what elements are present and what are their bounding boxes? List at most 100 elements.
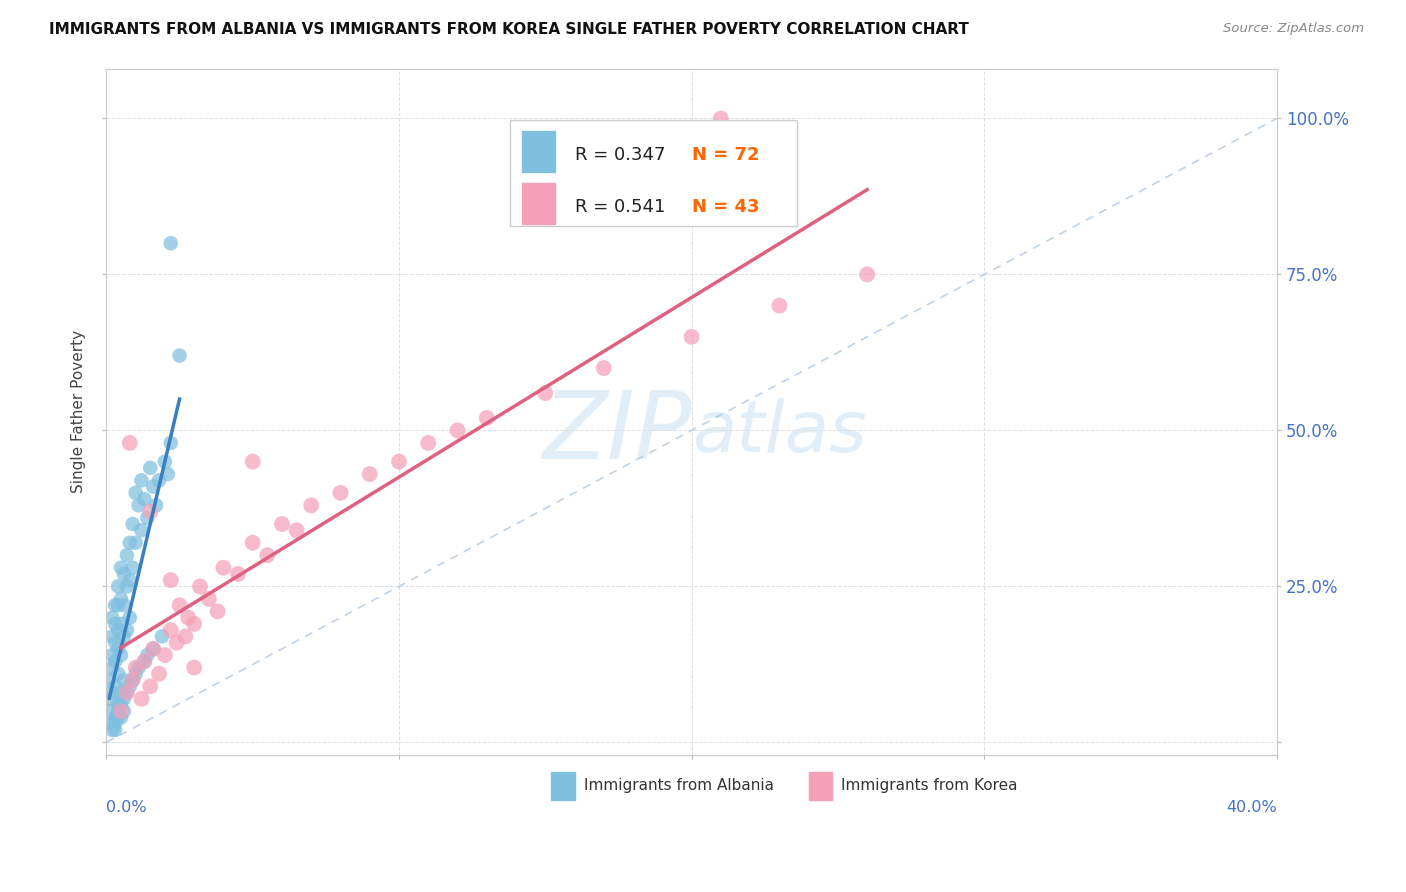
Point: [142, 641, 165, 656]
Point: [131, 523, 153, 537]
Point: [159, 623, 181, 637]
Point: [156, 467, 179, 482]
Point: [118, 573, 141, 587]
Point: [118, 679, 141, 693]
Point: [256, 548, 278, 562]
Point: [98, 691, 121, 706]
Y-axis label: Single Father Poverty: Single Father Poverty: [72, 330, 86, 493]
Point: [110, 591, 132, 606]
Point: [112, 598, 135, 612]
Point: [101, 610, 124, 624]
Point: [145, 498, 167, 512]
Point: [101, 629, 124, 643]
Point: [124, 660, 146, 674]
Point: [110, 704, 132, 718]
Point: [118, 535, 141, 549]
Point: [142, 480, 165, 494]
Point: [183, 660, 205, 674]
Point: [418, 436, 440, 450]
Point: [134, 654, 156, 668]
Text: Source: ZipAtlas.com: Source: ZipAtlas.com: [1223, 22, 1364, 36]
Point: [115, 579, 138, 593]
Point: [104, 710, 127, 724]
Point: [112, 629, 135, 643]
Point: [107, 704, 129, 718]
Point: [150, 629, 173, 643]
Point: [115, 548, 138, 562]
Point: [121, 560, 143, 574]
Point: [183, 616, 205, 631]
Point: [131, 474, 153, 488]
Text: R = 0.347: R = 0.347: [575, 146, 665, 164]
Point: [110, 648, 132, 662]
Point: [104, 723, 127, 737]
Point: [136, 648, 159, 662]
Point: [98, 673, 121, 687]
Point: [110, 616, 132, 631]
Point: [174, 629, 197, 643]
Point: [107, 710, 129, 724]
Point: [139, 679, 162, 693]
Point: [107, 579, 129, 593]
Point: [681, 330, 703, 344]
Point: [299, 498, 322, 512]
Point: [104, 654, 127, 668]
Point: [169, 349, 191, 363]
Point: [107, 641, 129, 656]
Bar: [522, 183, 554, 225]
Point: [104, 598, 127, 612]
Text: Immigrants from Albania: Immigrants from Albania: [583, 779, 773, 793]
Point: [107, 623, 129, 637]
Point: [710, 112, 733, 126]
Point: [177, 610, 200, 624]
Point: [131, 691, 153, 706]
Point: [242, 455, 264, 469]
Point: [110, 698, 132, 712]
Point: [128, 660, 150, 674]
Point: [118, 436, 141, 450]
Point: [121, 516, 143, 531]
Point: [124, 666, 146, 681]
Point: [134, 654, 156, 668]
Point: [534, 386, 557, 401]
Point: [110, 685, 132, 699]
Point: [115, 685, 138, 699]
Point: [592, 361, 614, 376]
Point: [112, 673, 135, 687]
Point: [136, 510, 159, 524]
Point: [134, 492, 156, 507]
Point: [101, 723, 124, 737]
Point: [104, 616, 127, 631]
Point: [128, 498, 150, 512]
Point: [139, 461, 162, 475]
Point: [159, 436, 181, 450]
Point: [212, 560, 235, 574]
Point: [112, 566, 135, 581]
Point: [197, 591, 219, 606]
Point: [768, 299, 790, 313]
Point: [101, 648, 124, 662]
Point: [115, 685, 138, 699]
Text: N = 72: N = 72: [692, 146, 759, 164]
Point: [388, 455, 411, 469]
Point: [112, 691, 135, 706]
Point: [159, 236, 181, 251]
Bar: [522, 131, 554, 172]
Point: [475, 411, 498, 425]
Point: [166, 635, 188, 649]
Point: [139, 504, 162, 518]
Point: [242, 535, 264, 549]
Point: [104, 716, 127, 731]
Point: [446, 424, 468, 438]
Text: 0.0%: 0.0%: [107, 799, 148, 814]
Point: [142, 641, 165, 656]
Bar: [551, 772, 575, 799]
Point: [101, 685, 124, 699]
Bar: [808, 772, 832, 799]
Point: [329, 486, 352, 500]
Point: [107, 598, 129, 612]
Point: [107, 698, 129, 712]
Point: [115, 623, 138, 637]
Point: [188, 579, 211, 593]
Text: R = 0.541: R = 0.541: [575, 198, 665, 216]
